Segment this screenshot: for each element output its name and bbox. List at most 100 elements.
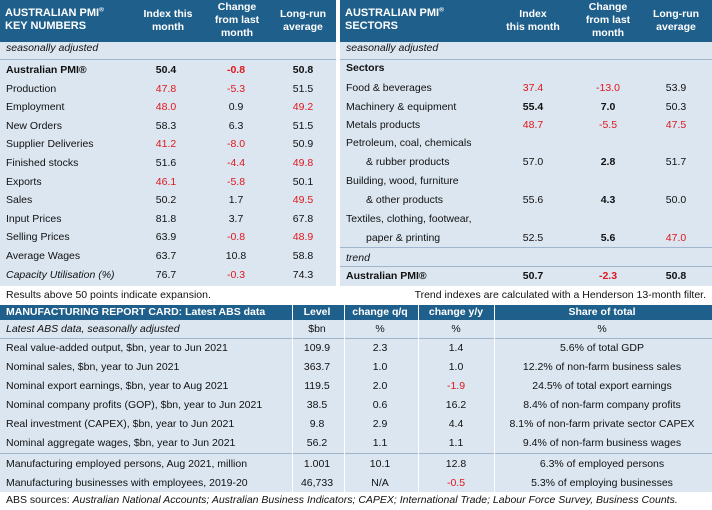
card-row-share: 5.6% of total GDP: [559, 342, 645, 354]
kn-row-change: 6.3: [228, 120, 244, 132]
sec-row-label: Metals products: [346, 119, 421, 131]
kn-row-index: 63.9: [155, 231, 177, 243]
card-col-yy: change y/y: [428, 306, 484, 318]
sec-row-change: 2.8: [600, 156, 616, 168]
sec-row-lr: 47.0: [665, 232, 687, 244]
sec-trend-row-label: Australian PMI®: [346, 270, 427, 282]
card-row-share: 5.3% of employing businesses: [531, 477, 673, 489]
kn-row-change: -5.3: [226, 83, 246, 95]
card-row-label: Nominal aggregate wages, $bn, year to Ju…: [6, 437, 236, 449]
kn-row-label: Input Prices: [6, 213, 62, 225]
card-row-level: 1.001: [303, 458, 331, 470]
sectors-header: [340, 0, 712, 42]
card-row-qq: N/A: [371, 477, 389, 489]
note-henderson: Trend indexes are calculated with a Hend…: [414, 289, 706, 301]
card-row-label: Manufacturing businesses with employees,…: [6, 477, 248, 489]
sec-col-index-header: Index this month: [506, 8, 560, 33]
sec-row-label: Textiles, clothing, footwear,: [346, 213, 472, 225]
kn-col-index-header: Index this month: [143, 8, 193, 33]
kn-row-change: 10.8: [225, 250, 247, 262]
sec-row-change: 7.0: [600, 101, 616, 113]
kn-row-change: -0.8: [226, 64, 246, 76]
kn-row-lr: 74.3: [292, 269, 314, 281]
card-row-label: Real investment (CAPEX), $bn, year to Ju…: [6, 418, 235, 430]
kn-row-lr: 49.2: [292, 101, 314, 113]
kn-row-label: Selling Prices: [6, 231, 70, 243]
report-card-body: [0, 320, 712, 492]
card-row-level: 109.9: [303, 342, 331, 354]
card-row-share: 6.3% of employed persons: [539, 458, 665, 470]
kn-row-index: 81.8: [155, 213, 177, 225]
card-row-yy: 12.8: [445, 458, 467, 470]
sec-row-change: 4.3: [600, 194, 616, 206]
kn-row-label: Sales: [6, 194, 33, 206]
kn-row-index: 50.4: [155, 64, 177, 76]
card-row-qq: 2.3: [372, 342, 388, 354]
card-row-qq: 2.0: [372, 380, 388, 392]
card-row-level: 119.5: [304, 380, 330, 392]
kn-row-label: Capacity Utilisation (%): [6, 269, 115, 281]
sec-row-label: Petroleum, coal, chemicals: [346, 137, 472, 149]
card-row-level: 9.8: [309, 418, 325, 430]
kn-row-label: Supplier Deliveries: [6, 138, 94, 150]
kn-row-label: Australian PMI®: [6, 64, 87, 76]
kn-row-lr: 49.8: [292, 157, 314, 169]
abs-sources: ABS sources: Australian National Account…: [6, 494, 678, 506]
sec-sectors-label: Sectors: [346, 62, 385, 74]
card-row-yy: 1.1: [448, 437, 464, 449]
key-numbers-title: AUSTRALIAN PMI® KEY NUMBERS: [5, 6, 104, 32]
sec-trend-label: trend: [346, 252, 370, 264]
sec-row-index: 37.4: [522, 82, 544, 94]
card-row-qq: 2.9: [372, 418, 388, 430]
note-expansion: Results above 50 points indicate expansi…: [6, 289, 211, 301]
report-card-header: [0, 305, 712, 320]
kn-row-index: 63.7: [155, 250, 177, 262]
card-row-qq: 0.6: [372, 399, 388, 411]
sec-subheader: seasonally adjusted: [346, 42, 439, 54]
kn-row-index: 76.7: [155, 269, 177, 281]
card-row-yy: -0.5: [446, 477, 466, 489]
key-numbers-body: [0, 42, 336, 286]
kn-row-index: 50.2: [155, 194, 177, 206]
card-sub-qq: %: [375, 323, 385, 335]
card-sub-yy: %: [451, 323, 461, 335]
card-col-qq: change q/q: [352, 306, 408, 318]
kn-row-lr: 67.8: [292, 213, 314, 225]
sec-row-lr: 51.7: [665, 156, 687, 168]
sec-row-index: 52.5: [522, 232, 544, 244]
kn-row-lr: 58.8: [292, 250, 314, 262]
kn-row-index: 48.0: [155, 101, 177, 113]
kn-row-label: Employment: [6, 101, 65, 113]
sec-trend-change: -2.3: [598, 270, 618, 282]
card-row-qq: 1.0: [372, 361, 388, 373]
kn-row-lr: 50.8: [292, 64, 314, 76]
key-numbers-title-line1: AUSTRALIAN PMI: [5, 7, 100, 19]
card-row-share: 9.4% of non-farm business wages: [522, 437, 682, 449]
sec-row-index: 55.6: [522, 194, 544, 206]
sec-row-change: -5.5: [598, 119, 618, 131]
kn-row-label: Average Wages: [6, 250, 81, 262]
sec-row-lr: 53.9: [665, 82, 687, 94]
kn-row-label: Exports: [6, 176, 42, 188]
sec-row-label: Food & beverages: [346, 82, 432, 94]
kn-row-change: -0.3: [226, 269, 246, 281]
sec-trend-index: 50.7: [522, 270, 544, 282]
kn-row-index: 41.2: [155, 138, 177, 150]
sec-row-label: Machinery & equipment: [346, 101, 457, 113]
kn-col-change-header: Change from last month: [214, 1, 260, 39]
sec-row-index: 48.7: [522, 119, 544, 131]
card-row-yy: 16.2: [445, 399, 467, 411]
card-col-share: Share of total: [568, 306, 636, 318]
card-row-qq: 10.1: [369, 458, 391, 470]
sec-row-lr: 50.0: [665, 194, 687, 206]
sectors-body: [340, 42, 712, 286]
card-sub-share: %: [597, 323, 607, 335]
sec-row-lr: 50.3: [665, 101, 687, 113]
card-row-label: Nominal company profits (GOP), $bn, year…: [6, 399, 263, 411]
kn-row-change: -4.4: [226, 157, 246, 169]
sec-col-lr-header: Long-run average: [652, 8, 700, 33]
card-row-label: Nominal sales, $bn, year to Jun 2021: [6, 361, 180, 373]
card-row-qq: 1.1: [372, 437, 388, 449]
kn-row-lr: 50.9: [292, 138, 314, 150]
kn-row-change: -8.0: [226, 138, 246, 150]
